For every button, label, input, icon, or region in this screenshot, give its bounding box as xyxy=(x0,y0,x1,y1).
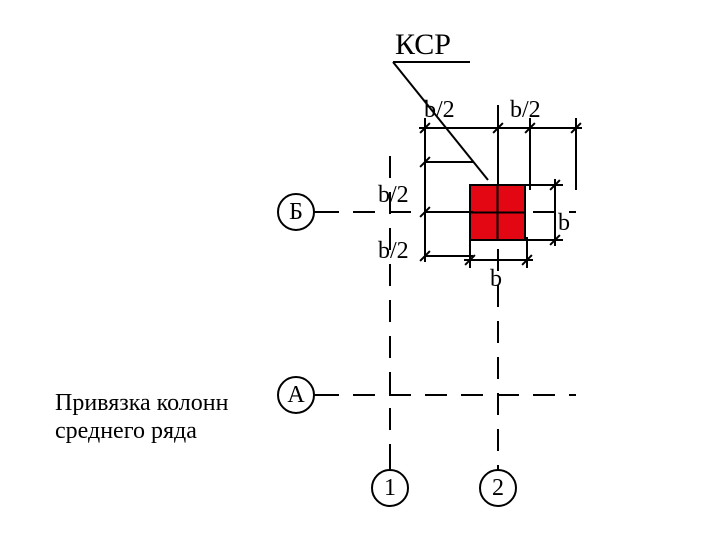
dim-left-upper: b/2 xyxy=(378,182,409,209)
diagram-svg: А Б 1 2 xyxy=(0,0,720,540)
dim-left-lower: b/2 xyxy=(378,238,409,265)
dim-top-left: b/2 xyxy=(424,97,455,124)
callout-label: КСР xyxy=(395,28,451,62)
caption-line2: среднего ряда xyxy=(55,418,197,445)
svg-text:1: 1 xyxy=(384,475,396,501)
svg-text:2: 2 xyxy=(492,475,504,501)
caption-line1: Привязка колонн xyxy=(55,390,228,417)
dim-top-right: b/2 xyxy=(510,97,541,124)
svg-text:А: А xyxy=(287,382,305,408)
dim-right-b: b xyxy=(558,210,570,237)
dim-bottom-b: b xyxy=(490,266,502,293)
svg-text:Б: Б xyxy=(289,199,303,225)
